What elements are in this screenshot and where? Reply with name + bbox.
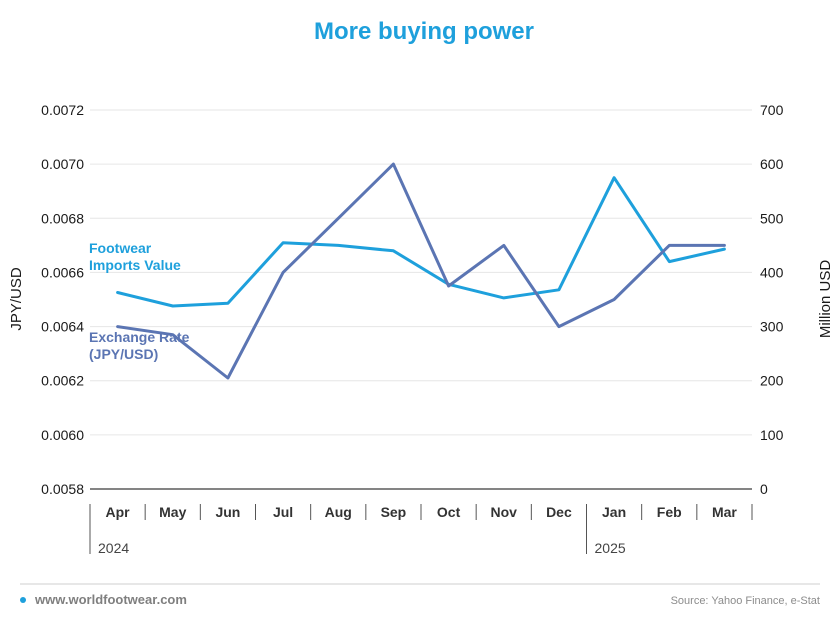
category-label: Mar xyxy=(712,504,737,520)
grid-lines xyxy=(90,109,752,490)
category-label: Sep xyxy=(381,504,407,520)
category-label: Jan xyxy=(602,504,626,520)
left-axis-ticks: 0.0058 0.0060 0.0062 0.0064 0.0066 0.0068 0.00… xyxy=(41,102,84,497)
bullet-dot-icon xyxy=(20,597,26,603)
right-tick-label: 100 xyxy=(760,427,784,443)
category-label: Nov xyxy=(491,504,518,520)
series-label: Imports Value xyxy=(89,257,181,273)
series-label: Exchange Rate xyxy=(89,329,190,345)
right-tick-label: 500 xyxy=(760,210,784,226)
left-tick-label: 0.0062 xyxy=(41,373,84,389)
series-line xyxy=(116,176,726,308)
x-axis: Apr May Jun Jul Aug Sep Oct Nov Dec Jan Feb Mar 2024… xyxy=(89,504,753,556)
left-tick-label: 0.0060 xyxy=(41,427,84,443)
left-tick-label: 0.0064 xyxy=(41,319,84,335)
category-label: Dec xyxy=(546,504,572,520)
series-label: (JPY/USD) xyxy=(89,346,158,362)
right-axis-ticks: 0 100 200 300 400 500 600 700 xyxy=(760,102,784,497)
left-tick-label: 0.0070 xyxy=(41,156,84,172)
category-label: Apr xyxy=(106,504,131,520)
year-label: 2024 xyxy=(98,540,129,556)
footer-source: Source: Yahoo Finance, e-Stat xyxy=(671,595,820,607)
category-label: Oct xyxy=(437,504,461,520)
series-label: Footwear xyxy=(89,240,152,256)
left-tick-label: 0.0058 xyxy=(41,481,84,497)
footer-site-link[interactable]: www.worldfootwear.com xyxy=(34,592,187,607)
category-label: Jun xyxy=(215,504,240,520)
year-label: 2025 xyxy=(595,540,626,556)
left-axis-title: JPY/USD xyxy=(8,267,25,331)
chart-title: More buying power xyxy=(314,18,534,45)
category-label: May xyxy=(159,504,186,520)
left-tick-label: 0.0068 xyxy=(41,210,84,226)
left-tick-label: 0.0072 xyxy=(41,102,84,118)
right-axis-title: Million USD xyxy=(817,260,834,339)
right-tick-label: 0 xyxy=(760,481,768,497)
series-line xyxy=(116,162,726,380)
category-label: Jul xyxy=(273,504,293,520)
category-label: Feb xyxy=(657,504,682,520)
left-tick-label: 0.0066 xyxy=(41,264,84,280)
right-tick-label: 700 xyxy=(760,102,784,118)
right-tick-label: 300 xyxy=(760,319,784,335)
series-lines xyxy=(116,162,726,380)
right-tick-label: 200 xyxy=(760,373,784,389)
category-label: Aug xyxy=(325,504,352,520)
right-tick-label: 600 xyxy=(760,156,784,172)
right-tick-label: 400 xyxy=(760,264,784,280)
